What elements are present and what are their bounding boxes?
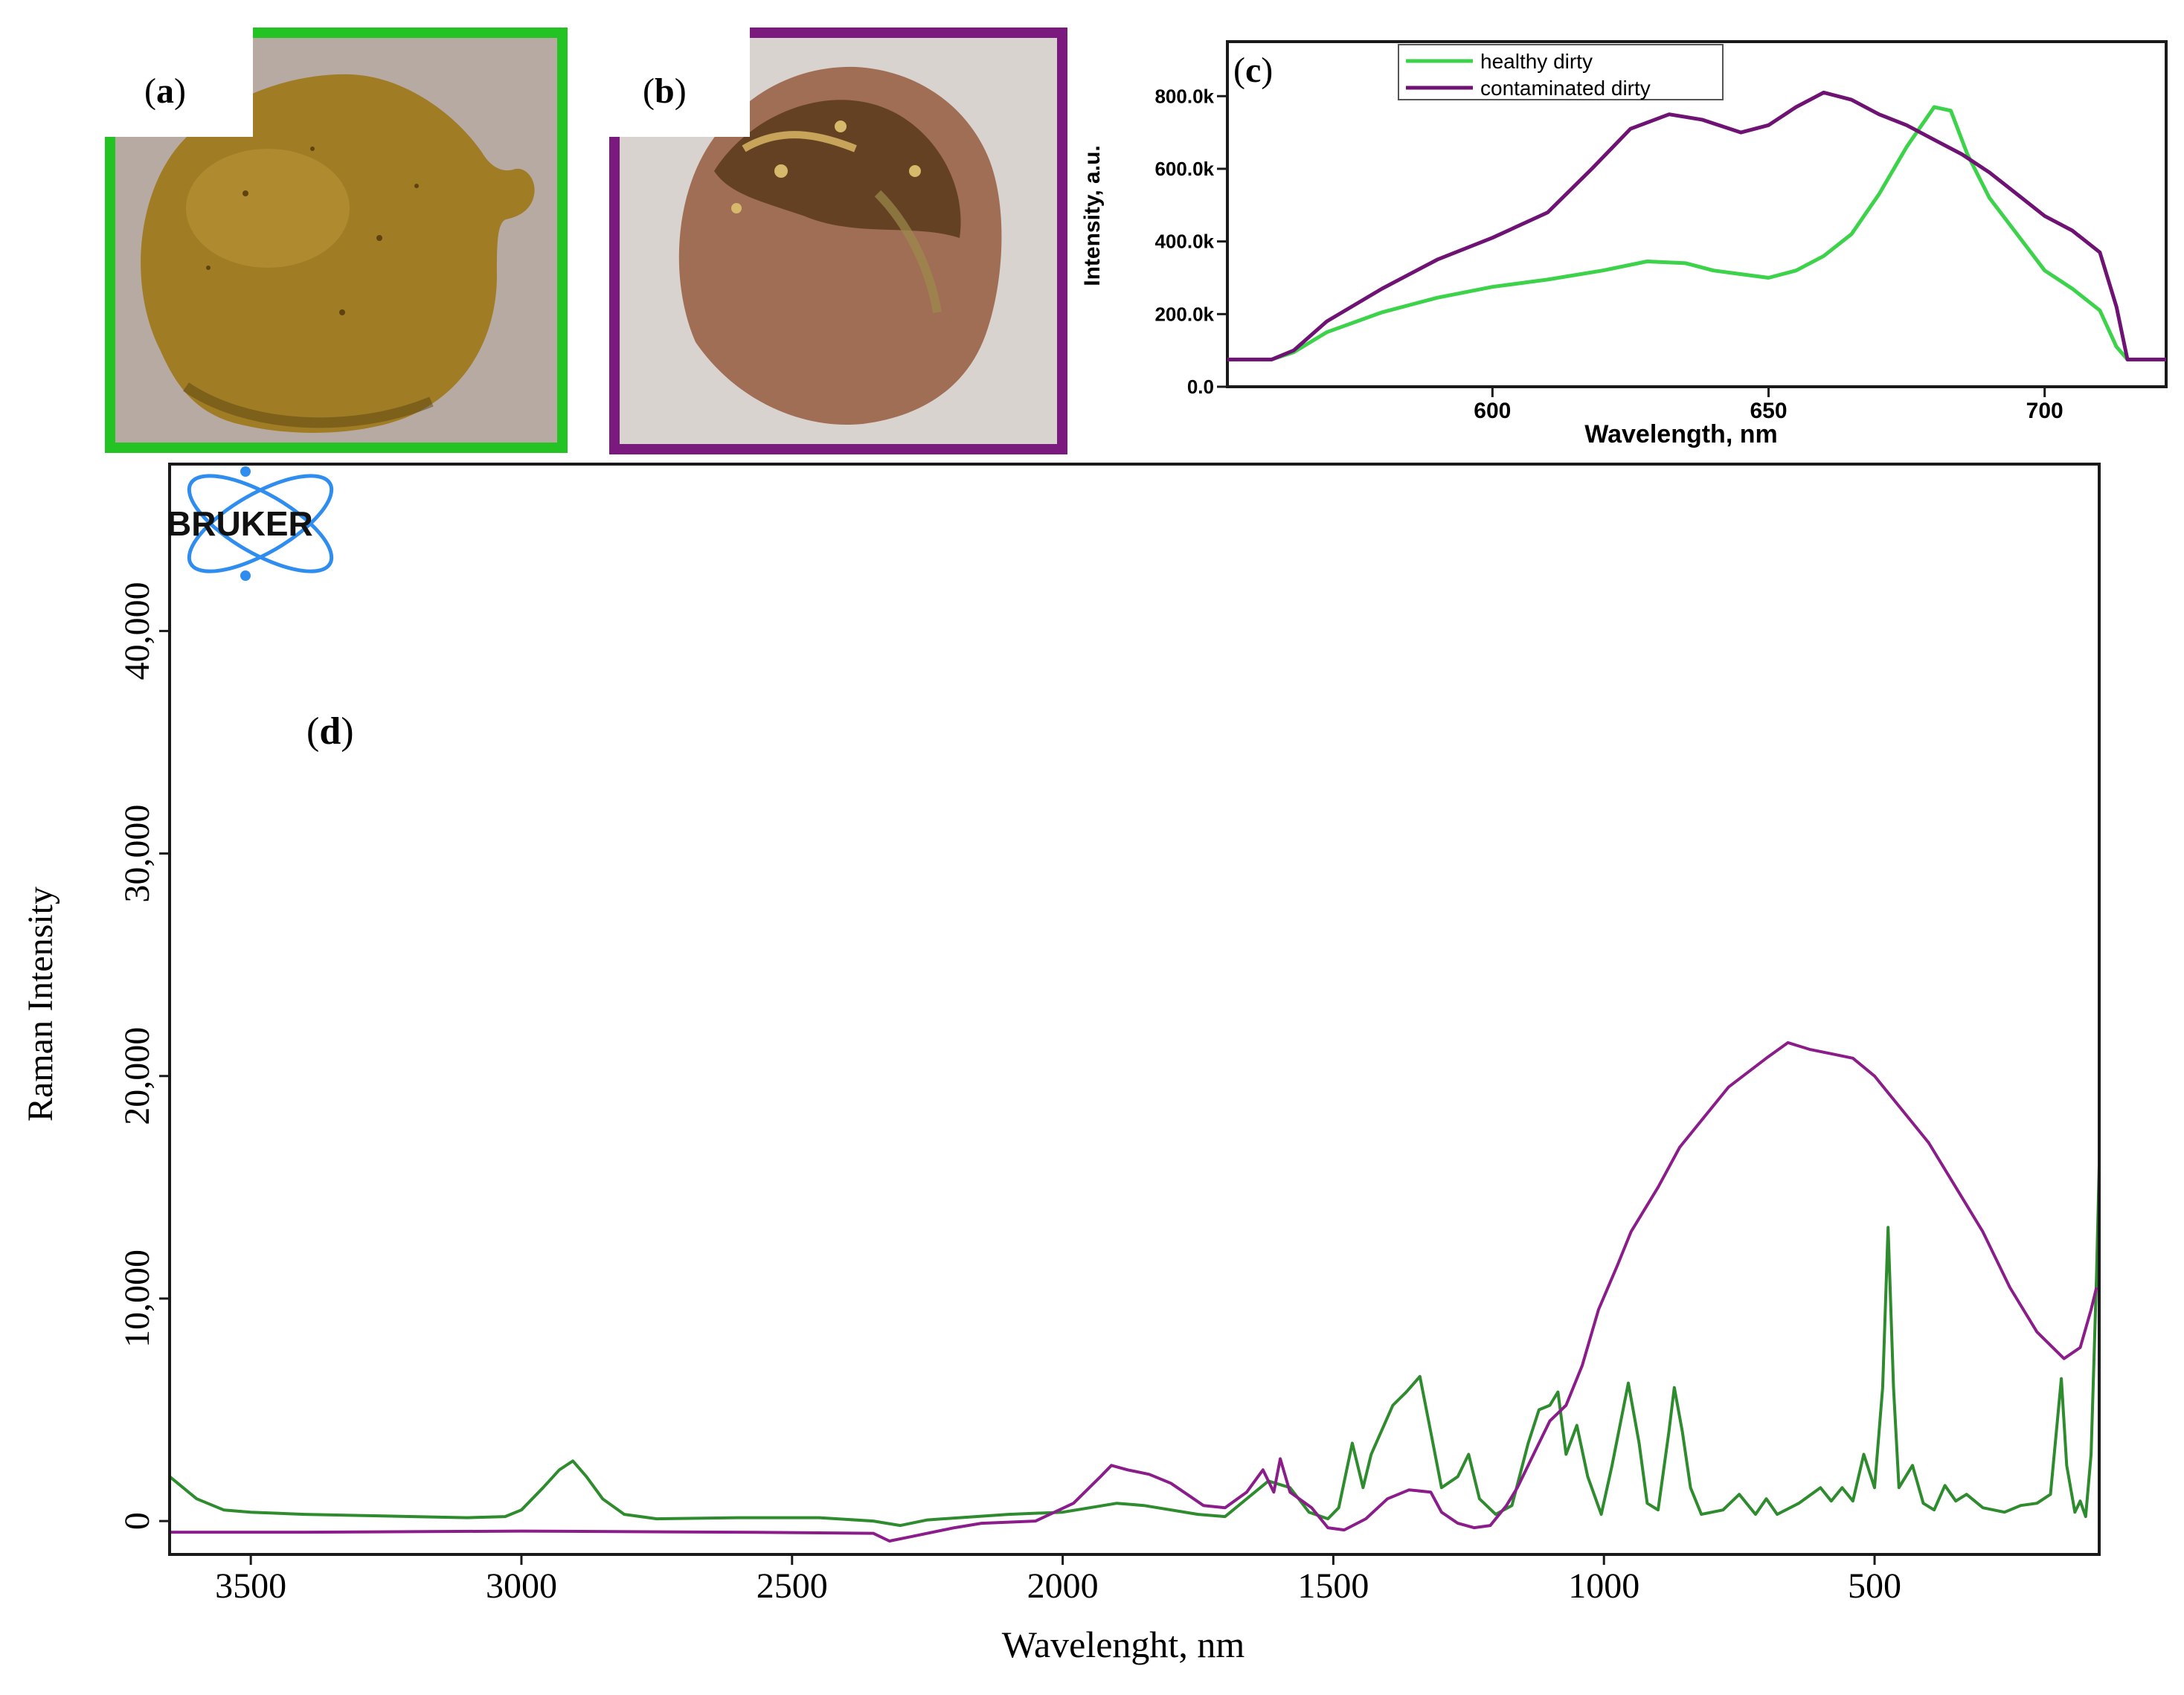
chart-d-xlabel: Wavelenght, nm	[1002, 1624, 1245, 1665]
chart-c-yticks: 0.0 200.0k 400.0k 600.0k 800.0k	[1154, 85, 1227, 398]
d-line-series-1	[170, 1041, 2098, 1543]
chart-d-plot-frame	[168, 463, 2101, 1556]
chart-c-legend-box	[1398, 44, 1724, 100]
x-tick-label: 1500	[1297, 1566, 1369, 1606]
chart-c-xlabel: Wavelength, nm	[1584, 420, 1777, 448]
x-tick-label: 650	[1750, 399, 1787, 423]
c-line-healthy-dirty	[1227, 105, 2166, 361]
chart-c: 0.0 200.0k 400.0k 600.0k 800.0k 600 650 700 (c…	[1080, 40, 2168, 448]
chart-c-xticks: 600 650 700	[1474, 387, 2063, 423]
atom-icon	[187, 466, 334, 581]
x-tick-label: 2000	[1027, 1566, 1099, 1606]
chart-d: 0 10,000 20,000 30,000 40,000 3500 3000 2500 20…	[21, 463, 2101, 1665]
y-tick-label: 30,000	[118, 805, 157, 903]
x-tick-label: 3000	[486, 1566, 557, 1606]
panel-a-label: (a)	[144, 71, 186, 111]
x-tick-label: 500	[1848, 1566, 1901, 1606]
panel-a-frame	[105, 28, 568, 453]
c-line-contaminated-dirty	[1227, 90, 2166, 361]
y-tick-label: 800.0k	[1154, 85, 1214, 107]
panel-b-label: (b)	[643, 71, 687, 111]
x-tick-label: 2500	[757, 1566, 828, 1606]
chart-c-panel-label: (c)	[1233, 51, 1273, 90]
x-tick-label: 1000	[1568, 1566, 1639, 1606]
y-tick-label: 600.0k	[1154, 158, 1214, 180]
legend-label-healthy-dirty: healthy dirty	[1480, 50, 1593, 73]
panel-a-label-box	[104, 25, 253, 137]
bruker-logo: BRUKER	[167, 466, 334, 581]
contaminated-potato-image	[678, 66, 1002, 425]
y-tick-label: 200.0k	[1154, 303, 1214, 325]
y-tick-label: 20,000	[118, 1027, 157, 1125]
y-tick-label: 0.0	[1187, 376, 1214, 398]
x-tick-label: 3500	[215, 1566, 286, 1606]
y-tick-label: 0	[118, 1512, 157, 1530]
chart-c-ylabel: Intensity, a.u.	[1080, 145, 1105, 286]
chart-d-yticks: 0 10,000 20,000 30,000 40,000	[118, 582, 170, 1530]
panel-b-label-box	[608, 25, 750, 137]
y-tick-label: 400.0k	[1154, 231, 1214, 253]
chart-c-plot-frame	[1226, 40, 2168, 388]
chart-c-series	[1227, 90, 2166, 361]
bruker-logo-text: BRUKER	[167, 504, 313, 543]
chart-d-xticks: 3500 3000 2500 2000 1500 1000 500	[215, 1554, 1901, 1606]
legend-label-contaminated-dirty: contaminated dirty	[1480, 77, 1651, 100]
y-tick-label: 10,000	[118, 1249, 157, 1348]
panel-a: (a)	[104, 25, 568, 453]
panel-b-frame	[609, 28, 1067, 454]
panel-b: (b)	[608, 25, 1067, 454]
healthy-potato-image	[141, 74, 535, 433]
chart-c-legend: healthy dirty contaminated dirty	[1398, 44, 1724, 100]
y-tick-label: 40,000	[118, 582, 157, 680]
x-tick-label: 600	[1474, 399, 1511, 423]
chart-d-series	[168, 1041, 2101, 1543]
chart-d-panel-label: (d)	[306, 710, 354, 753]
d-line-series-0	[168, 1165, 2101, 1528]
chart-d-ylabel: Raman Intensity	[21, 887, 60, 1122]
x-tick-label: 700	[2026, 399, 2063, 423]
